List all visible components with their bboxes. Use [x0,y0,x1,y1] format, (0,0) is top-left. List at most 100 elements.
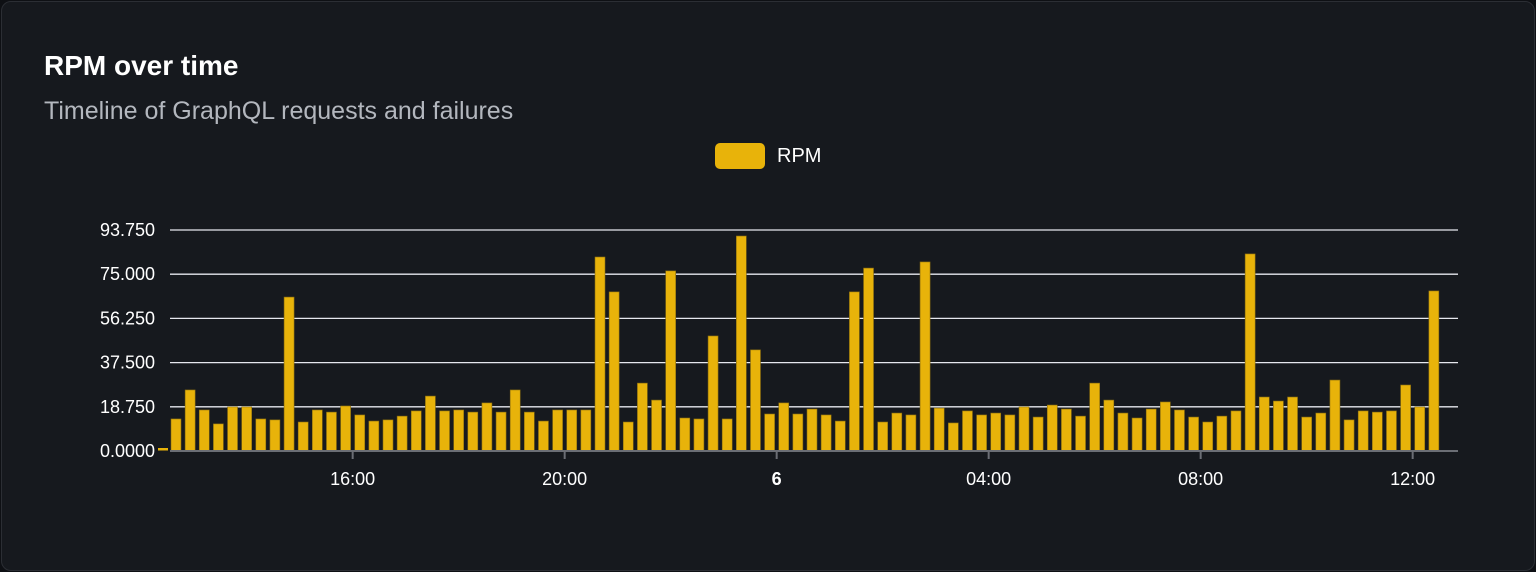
bar [1075,415,1086,452]
y-tick-label: 37.500 [100,353,155,373]
bar [481,402,493,452]
bar [552,409,563,452]
bar [1061,408,1072,452]
bar [255,418,267,452]
bar [905,414,917,452]
bar [1414,406,1426,452]
bar [382,419,394,452]
bar [622,421,634,452]
bar [184,389,196,452]
bar [170,418,182,452]
bar [467,411,479,452]
x-tick-label: 12:00 [1390,469,1435,489]
bar [1145,408,1157,452]
bar [297,421,309,452]
bar [891,412,903,452]
bar [1386,410,1397,452]
bar [778,402,790,452]
bar [877,421,888,452]
x-tick-label: 16:00 [330,469,375,489]
bar [834,420,846,452]
x-tick-label: 08:00 [1178,469,1223,489]
bar [1273,400,1284,452]
bar [340,405,351,452]
bar [1287,396,1298,452]
bar [707,335,719,452]
bar [439,410,450,452]
bar [721,418,733,452]
y-tick-label: 56.250 [100,308,155,328]
bar [1372,411,1383,452]
bar [354,414,366,452]
bar [1117,412,1129,452]
bar [976,414,987,452]
legend-swatch [715,143,765,169]
legend-label: RPM [777,144,822,167]
bar [1343,419,1355,452]
bar [1357,410,1369,452]
bar [283,296,295,452]
chart-title: RPM over time [44,50,239,81]
bar [580,409,592,452]
bar [990,412,1002,452]
bar [736,235,747,452]
bar [1329,379,1341,452]
bar [863,267,874,452]
bar [750,349,761,452]
bar [1258,396,1270,452]
bar [1216,415,1228,452]
bar [948,422,959,452]
y-tick-label: 93.750 [100,220,155,240]
bar [919,261,931,452]
bar [637,382,648,452]
bar [524,411,535,452]
legend-item-rpm[interactable]: RPM [715,143,821,169]
bar [679,417,691,452]
bar [764,413,775,452]
bar [509,389,521,452]
bar [1202,421,1214,452]
bar [1004,414,1016,452]
bar [269,419,281,452]
bar [1301,416,1312,452]
bar [1244,253,1256,452]
bar [1315,412,1327,452]
bar [1089,382,1100,452]
bar [326,411,337,452]
bar [1032,416,1044,452]
bar [312,409,323,452]
bar [1131,417,1143,452]
chart-subtitle: Timeline of GraphQL requests and failure… [44,97,514,125]
bar [1046,404,1058,452]
bar [368,420,380,452]
bar [1160,401,1171,452]
bar [1428,290,1440,452]
bar [665,270,676,452]
bar [396,415,408,452]
bar [962,410,973,452]
bar [608,291,620,452]
bar [213,423,224,452]
y-tick-label: 75.000 [100,264,155,284]
bar [1400,384,1411,452]
bar [933,407,945,452]
bar [693,418,705,452]
bar [495,411,507,452]
bar [806,408,818,452]
bar [241,406,252,452]
bar [1018,406,1030,452]
bar [820,414,832,452]
bar [1188,416,1199,452]
bar [538,420,549,452]
bar [566,409,578,452]
x-tick-label: 20:00 [542,469,587,489]
bar [227,406,238,452]
bar [425,395,436,452]
bar [792,413,804,452]
x-tick-label: 04:00 [966,469,1011,489]
bar [198,409,210,452]
y-tick-label: 0.0000 [100,441,155,461]
bar [1174,409,1185,452]
